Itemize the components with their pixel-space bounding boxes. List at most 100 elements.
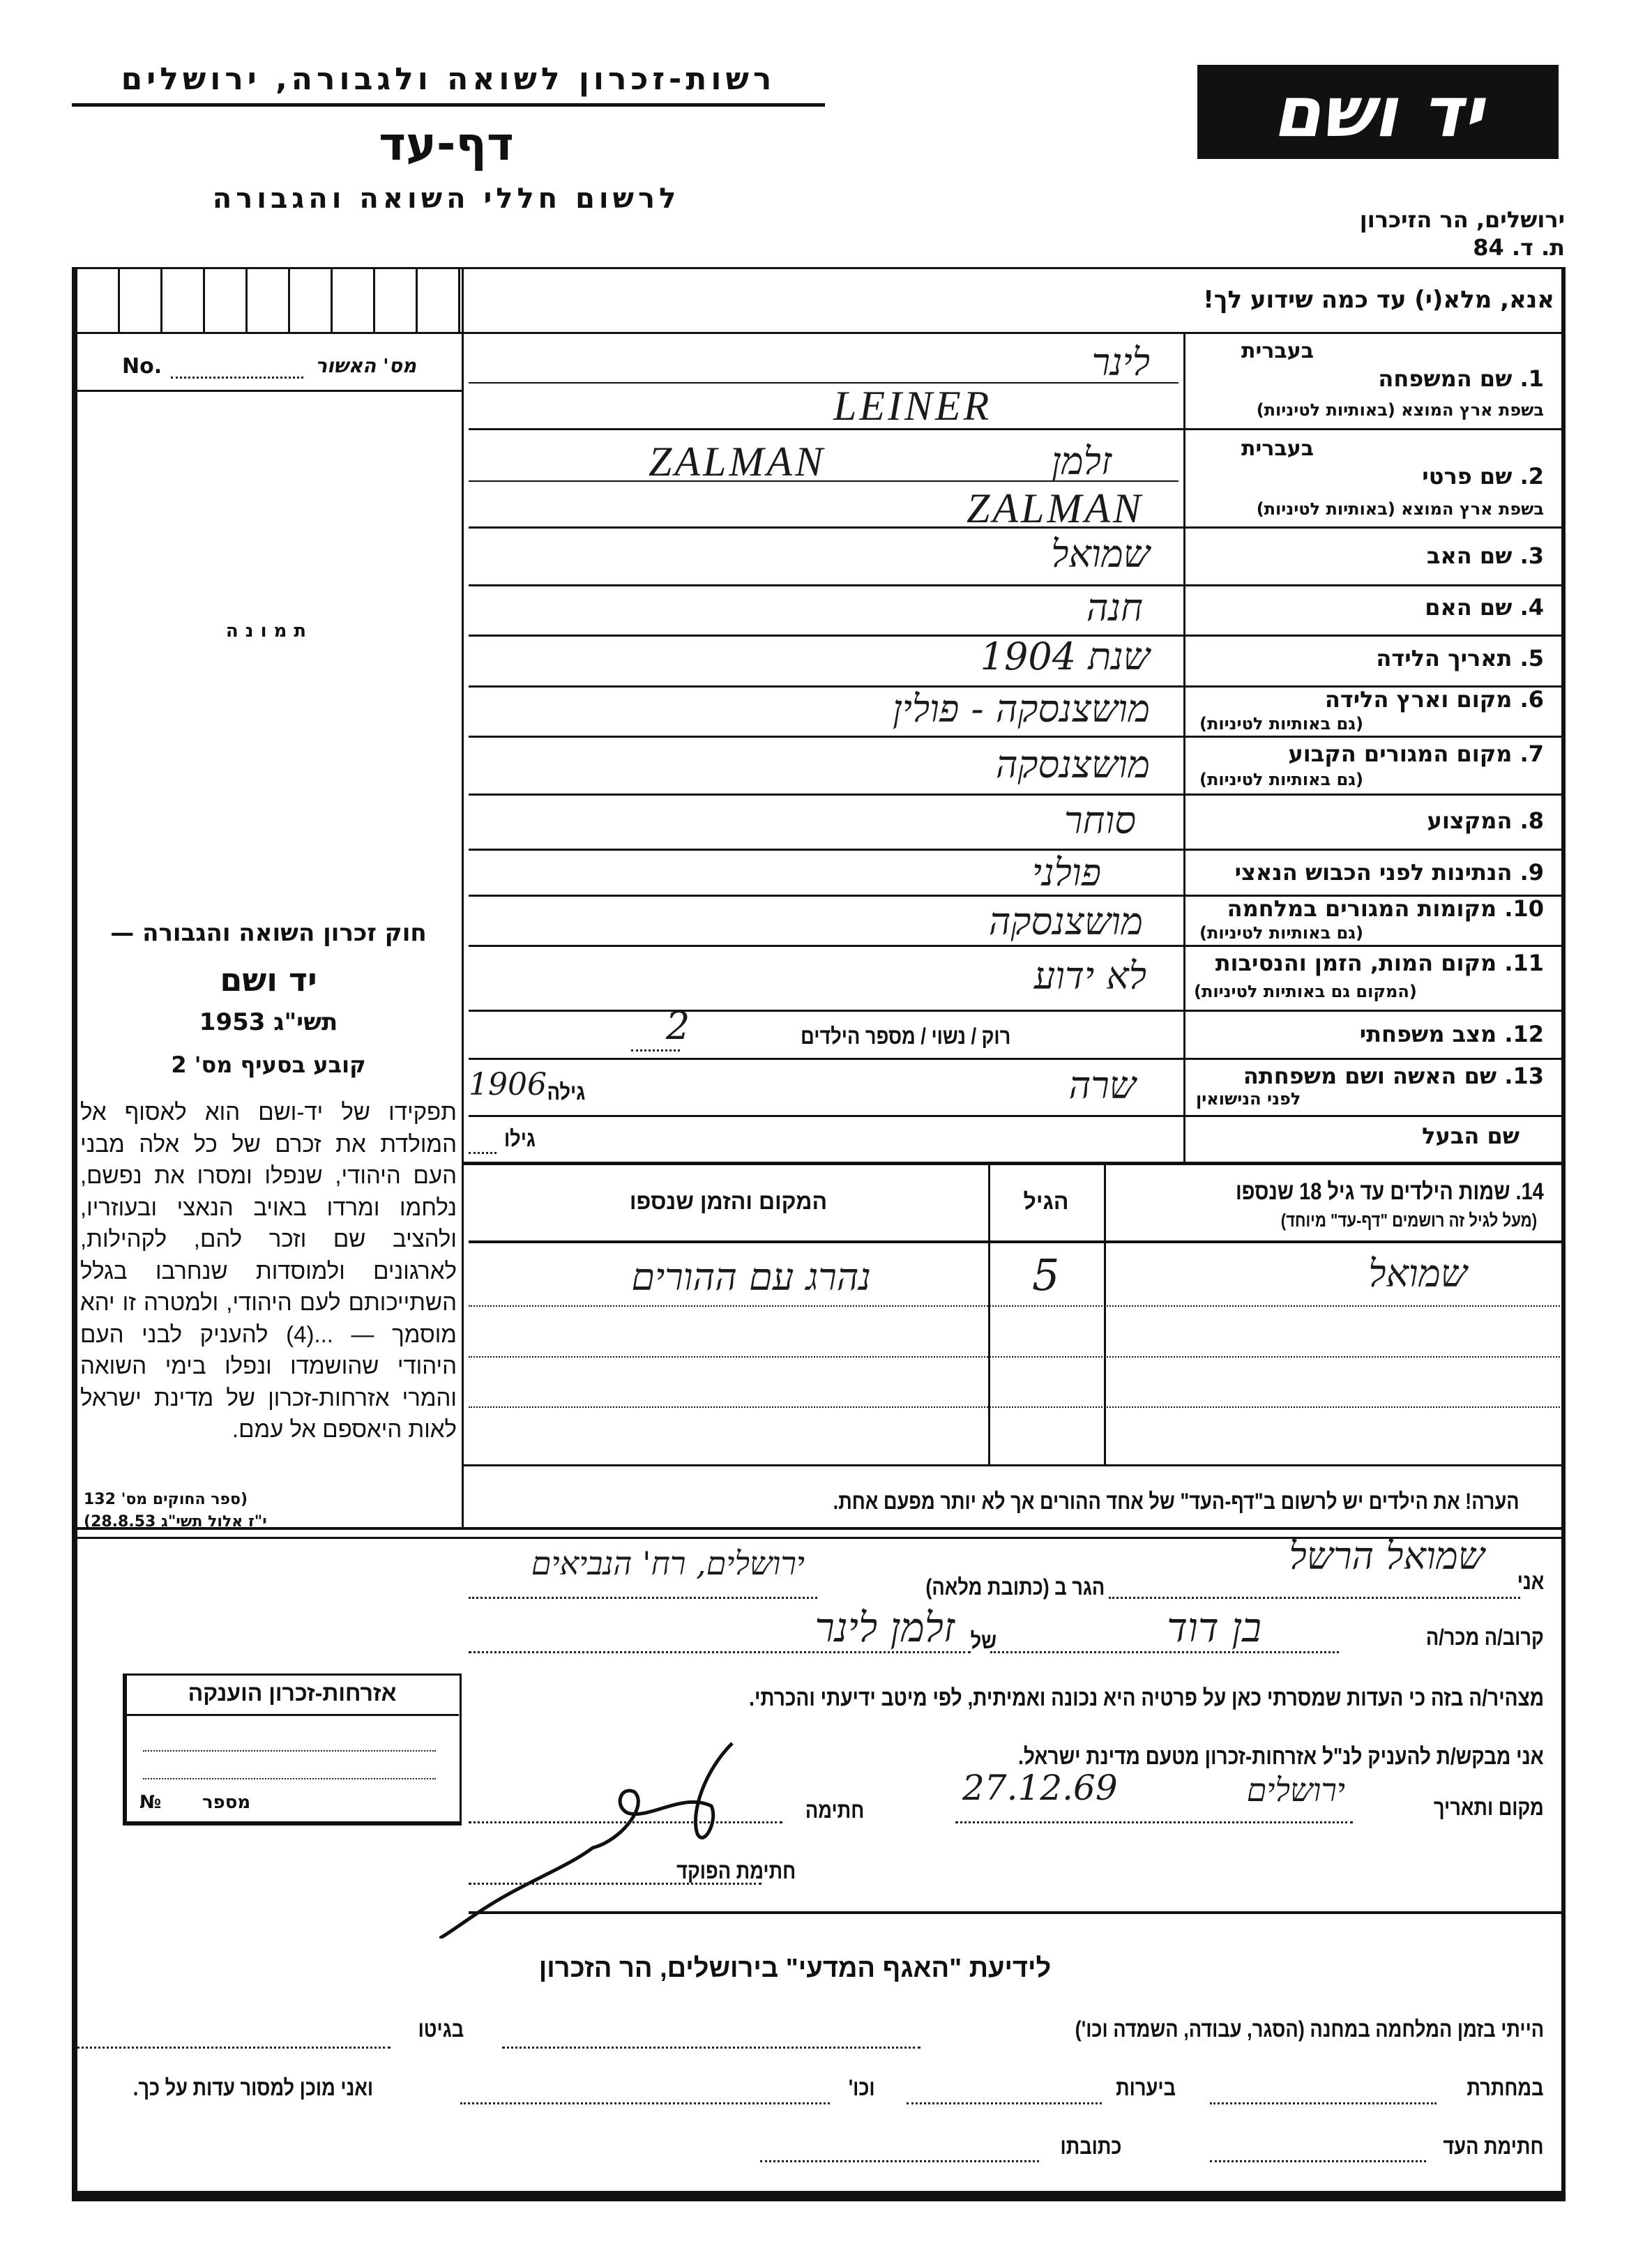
field-10-number: 10. <box>1504 895 1544 922</box>
field-11-label: 11. מקום המות, הזמן והנסיבות <box>1215 950 1544 976</box>
field-3-number: 3. <box>1520 542 1544 569</box>
law-clause: קובע בסעיף מס' 2 <box>171 1052 366 1078</box>
children-col-age: הגיל <box>1023 1189 1069 1214</box>
place-date-label: מקום ותאריך <box>1434 1795 1544 1820</box>
underground-field[interactable] <box>1210 2102 1437 2104</box>
field-11-value[interactable]: לא ידוע <box>1033 954 1146 998</box>
field-1-sublabel: בשפת ארץ המוצא (באותיות לטיניות) <box>1256 400 1544 420</box>
forests-field[interactable] <box>907 2102 1102 2104</box>
attestation-name-field[interactable] <box>1109 1597 1520 1599</box>
row-line <box>469 794 1566 796</box>
wife-age-value[interactable]: 1906 <box>469 1067 547 1102</box>
etc-field[interactable] <box>460 2102 830 2104</box>
approval-no-label: No. <box>122 354 162 379</box>
signature-label: חתימה <box>805 1798 865 1823</box>
row-line <box>469 382 1179 384</box>
row-line <box>469 584 1566 586</box>
form-frame <box>72 267 1566 2193</box>
field-2-value-latin[interactable]: ZALMAN <box>967 485 1144 531</box>
law-reference-1: (ספר החוקים מס' 132 <box>84 1491 248 1508</box>
attestation-of-value[interactable]: זלמן לינר <box>814 1604 955 1651</box>
field-6-value[interactable]: מושצנסקה - פולין <box>892 687 1150 731</box>
row-line <box>469 526 1566 529</box>
attestation-bottom-rule <box>469 1911 1566 1914</box>
attestation-address-field[interactable] <box>469 1597 817 1599</box>
field-13-value[interactable]: שרה <box>1068 1063 1136 1107</box>
label-column-divider <box>1183 332 1185 1162</box>
field-2-number: 2. <box>1520 463 1544 489</box>
ghetto-label: בגיטו <box>418 2017 464 2042</box>
citizenship-box-line[interactable] <box>143 1778 436 1779</box>
field-3-value[interactable]: שמואל <box>1051 532 1150 576</box>
child-1-name[interactable]: שמואל <box>1368 1252 1467 1296</box>
citizenship-box-line[interactable] <box>143 1750 436 1752</box>
field-1-value-latin[interactable]: LEINER <box>833 383 992 429</box>
officer-signature-field[interactable] <box>469 1883 761 1885</box>
attestation-request: אני מבקש/ת להעניק לנ"ל אזרחות-זכרון מטעם… <box>1018 1743 1544 1769</box>
field-4-label-text: שם האם <box>1425 594 1513 621</box>
husband-name-label: שם הבעל <box>1422 1123 1520 1149</box>
signature-field[interactable] <box>469 1821 782 1823</box>
field-3-label: 3. שם האב <box>1427 542 1544 569</box>
attestation-relation-field[interactable] <box>990 1651 1339 1653</box>
field-8-value[interactable]: סוחר <box>1063 798 1136 842</box>
citizenship-box-rule <box>126 1714 459 1716</box>
field-10-value[interactable]: מושצנסקה <box>988 900 1143 943</box>
etc-label: וכו' <box>848 2075 875 2100</box>
field-7-sublabel: (גם באותיות לטיניות) <box>1199 770 1363 789</box>
children-col-divider <box>1104 1164 1106 1464</box>
citizenship-number-prefix: № <box>139 1792 162 1813</box>
field-4-value[interactable]: חנה <box>1086 586 1143 630</box>
field-1-value-hebrew[interactable]: לינר <box>1091 340 1150 384</box>
field-11-sublabel: (המקום גם באותיות לטיניות) <box>1194 982 1417 1001</box>
field-6-sublabel: (גם באותיות לטיניות) <box>1199 714 1363 734</box>
law-year: תשי"ג 1953 <box>199 1008 338 1036</box>
page-title: דף-עד <box>379 117 514 171</box>
field-5-value[interactable]: שנת 1904 <box>980 635 1150 678</box>
children-row-line <box>462 1464 1566 1466</box>
child-1-age[interactable]: 5 <box>1032 1250 1060 1300</box>
attestation-name-value[interactable]: שמואל הרשל <box>1289 1534 1485 1578</box>
children-row-line <box>469 1356 1566 1358</box>
field-11-label-text: מקום המות, הזמן והנסיבות <box>1215 950 1497 976</box>
field-9-value[interactable]: פולני <box>1031 851 1101 895</box>
date-value[interactable]: 27.12.69 <box>962 1768 1118 1808</box>
attestation-of-field[interactable] <box>469 1651 971 1653</box>
field-5-label-text: תאריך הלידה <box>1376 645 1513 671</box>
field-7-label: 7. מקום המגורים הקבוע <box>1288 741 1544 767</box>
law-text: תפקידו של יד-ושם הוא לאסוף אל המולדת את … <box>80 1099 457 1442</box>
approval-no-field[interactable] <box>171 377 303 379</box>
field-12-label-text: מצב משפחתי <box>1359 1021 1497 1047</box>
children-count-value[interactable]: 2 <box>666 1004 690 1048</box>
attestation-relation-value[interactable]: בן דוד <box>1167 1604 1261 1651</box>
citizenship-box-title: אזרחות-זכרון הוענקה <box>188 1680 397 1706</box>
children-header-rule <box>469 1240 1566 1243</box>
attestation-address-value[interactable]: ירושלים, רח' הנביאים <box>531 1544 805 1582</box>
field-10-label-text: מקומות המגורים במלחמה <box>1227 895 1497 922</box>
husband-age-field[interactable] <box>469 1152 497 1154</box>
field-2-label-text: שם פרטי <box>1422 463 1513 489</box>
field-1-number: 1. <box>1520 365 1544 392</box>
ghetto-field[interactable] <box>77 2047 391 2049</box>
field-7-value[interactable]: מושצנסקה <box>995 743 1150 787</box>
field-5-label: 5. תאריך הלידה <box>1376 645 1544 671</box>
witness-address-field[interactable] <box>760 2160 1039 2162</box>
field-7-number: 7. <box>1520 741 1544 767</box>
field-5-number: 5. <box>1520 645 1544 671</box>
underground-label: במחתרת <box>1467 2075 1544 2100</box>
scientific-dept-title: לידיעת "האגף המדעי" בירושלים, הר הזכרון <box>538 1954 1052 1983</box>
attestation-of-label: של <box>970 1628 996 1653</box>
child-1-place[interactable]: נהרג עם ההורים <box>631 1255 871 1299</box>
camp-field[interactable] <box>502 2047 920 2049</box>
organization-name: רשות-זכרון לשואה ולגבורה, ירושלים <box>121 61 776 97</box>
marital-status-options[interactable]: רוק / נשוי / מספר הילדים <box>800 1024 1010 1049</box>
field-2-value-hebrew[interactable]: זלמן <box>1051 439 1112 483</box>
place-value[interactable]: ירושלים <box>1246 1771 1345 1809</box>
field-2-label: 2. שם פרטי <box>1422 463 1544 489</box>
double-rule <box>72 1527 1566 1530</box>
place-date-field[interactable] <box>955 1821 1353 1823</box>
witness-signature-field[interactable] <box>1210 2160 1426 2162</box>
code-boxes <box>77 269 464 332</box>
field-14-number: 14. <box>1515 1178 1544 1205</box>
children-row-line <box>469 1305 1566 1307</box>
